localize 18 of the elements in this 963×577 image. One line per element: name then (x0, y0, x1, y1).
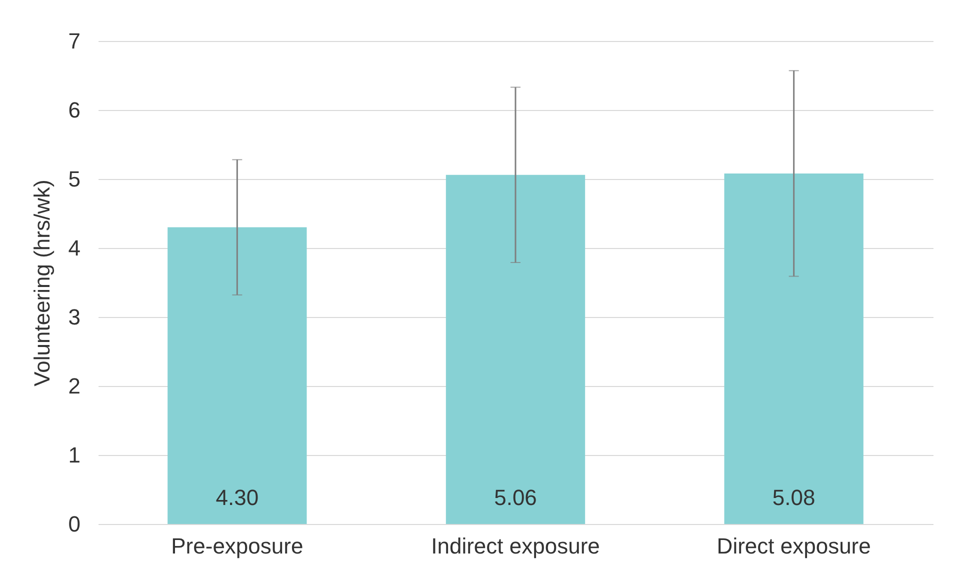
y-tick-label: 4 (68, 236, 80, 260)
y-tick-label: 2 (68, 374, 80, 398)
y-tick-label: 3 (68, 304, 80, 330)
x-tick-label: Direct exposure (716, 534, 871, 558)
y-tick-label: 7 (68, 28, 80, 54)
data-label: 5.08 (772, 485, 816, 510)
bar (724, 173, 864, 524)
bar (446, 174, 586, 524)
y-tick-label: 1 (68, 442, 80, 468)
bar (168, 227, 307, 524)
y-axis-title: Volunteering (hrs/wk) (29, 180, 54, 386)
x-tick-label: Pre-exposure (171, 534, 304, 558)
x-tick-label: Indirect exposure (431, 534, 600, 558)
y-tick-label: 0 (68, 512, 80, 536)
data-label: 4.30 (216, 485, 259, 510)
data-label: 5.06 (494, 485, 537, 510)
y-tick-label: 5 (68, 166, 80, 192)
y-tick-label: 6 (68, 98, 80, 122)
